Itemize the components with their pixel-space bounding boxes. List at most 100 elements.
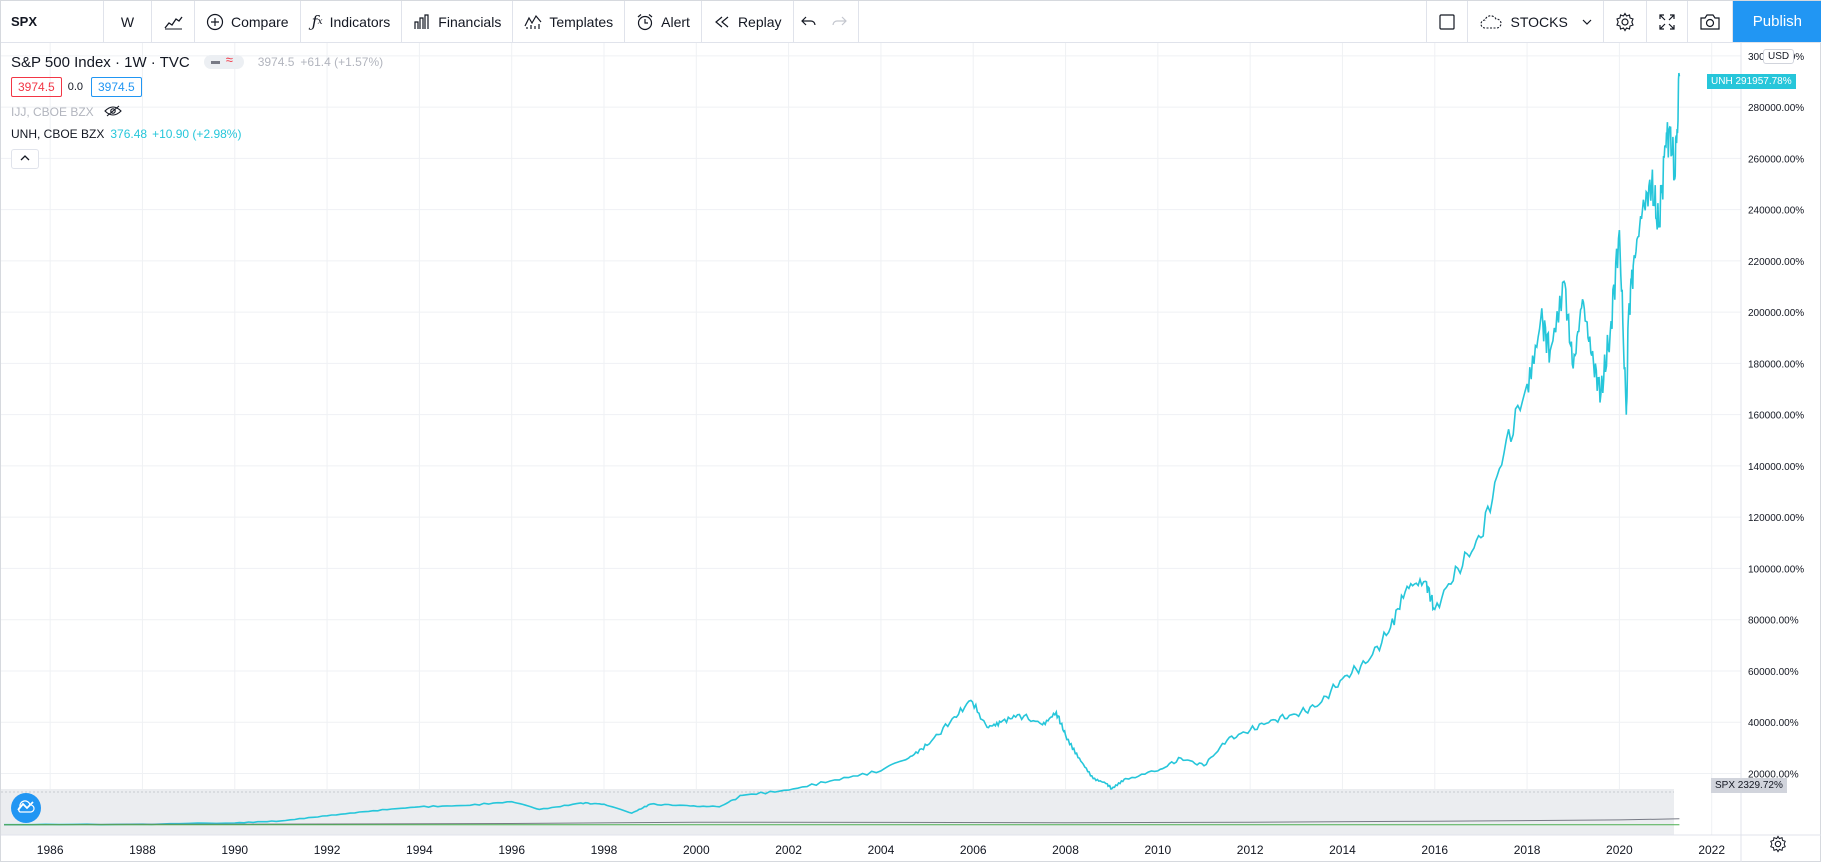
- x-tick-label: 2018: [1514, 843, 1541, 857]
- legend-main-row: S&P 500 Index · 1W · TVC 3974.5 +61.4 (+…: [11, 51, 383, 73]
- y-tick-label: 280000.00%: [1748, 103, 1804, 114]
- symbol-search-button[interactable]: SPX: [1, 1, 104, 42]
- cloud-icon: [1479, 14, 1503, 30]
- snapshot-button[interactable]: [1688, 1, 1733, 42]
- interval-button[interactable]: W: [104, 1, 152, 42]
- chevron-down-icon: [1582, 18, 1592, 26]
- indicators-label: Indicators: [329, 13, 391, 30]
- y-tick-label: 140000.00%: [1748, 462, 1804, 473]
- replay-button[interactable]: Replay: [702, 1, 794, 42]
- spx-last-price-label: SPX 2329.72%: [1711, 778, 1787, 793]
- fullscreen-toggle-button[interactable]: [1426, 1, 1469, 42]
- alert-label: Alert: [661, 13, 690, 30]
- chart-style-icon: [163, 14, 183, 30]
- x-tick-label: 2020: [1606, 843, 1633, 857]
- y-tick-label: 220000.00%: [1748, 257, 1804, 268]
- legend-unh-name[interactable]: UNH, CBOE BZX: [11, 127, 105, 141]
- time-axis[interactable]: 1986 1988 1990 1992 1994 1996 1998 2000 2002 2004…: [37, 843, 1726, 857]
- undo-button[interactable]: [794, 1, 824, 42]
- y-tick-label: 160000.00%: [1748, 411, 1804, 422]
- spread-value: 0.0: [67, 81, 83, 93]
- legend-collapse-button[interactable]: [11, 149, 39, 169]
- templates-label: Templates: [549, 13, 614, 30]
- gear-icon: [1769, 835, 1787, 857]
- compare-button[interactable]: Compare: [195, 1, 301, 42]
- eye-crossed-icon[interactable]: [103, 105, 122, 120]
- plus-circle-icon: [206, 13, 224, 31]
- redo-icon: [830, 15, 848, 29]
- axis-settings-button[interactable]: [1769, 835, 1787, 858]
- volume-pane-area: [1, 789, 1674, 835]
- legend-bid-ask-row: 3974.5 0.0 3974.5: [11, 73, 383, 101]
- alarm-clock-icon: [636, 13, 654, 31]
- x-tick-label: 1994: [406, 843, 433, 857]
- spx-tag: SPX: [1715, 780, 1736, 791]
- chevron-up-icon: [20, 153, 30, 165]
- x-tick-label: 1996: [498, 843, 525, 857]
- legend-status-pill[interactable]: [203, 52, 244, 69]
- financials-label: Financials: [438, 13, 502, 30]
- financials-button[interactable]: Financials: [402, 1, 514, 42]
- compare-label: Compare: [231, 13, 289, 30]
- chart-pane[interactable]: 300000.00%280000.00%260000.00%240000.00%…: [1, 43, 1821, 862]
- series-line-spx[interactable]: [3, 818, 1680, 826]
- x-tick-label: 2012: [1237, 843, 1264, 857]
- x-tick-label: 2010: [1144, 843, 1171, 857]
- series-layer: [3, 72, 1681, 826]
- x-tick-label: 2002: [775, 843, 802, 857]
- redo-button[interactable]: [824, 1, 859, 42]
- watchlist-layout-button[interactable]: STOCKS: [1468, 1, 1604, 42]
- price-chart[interactable]: 300000.00%280000.00%260000.00%240000.00%…: [1, 43, 1821, 862]
- x-tick-label: 2006: [960, 843, 987, 857]
- price-axis[interactable]: 300000.00%280000.00%260000.00%240000.00%…: [1748, 52, 1804, 781]
- sell-price-button[interactable]: 3974.5: [11, 77, 62, 97]
- bar-chart-icon: [413, 13, 431, 30]
- publish-label: Publish: [1752, 13, 1802, 30]
- y-tick-label: 80000.00%: [1748, 616, 1799, 627]
- series-line-unh[interactable]: [4, 72, 1681, 826]
- interval-label: W: [120, 13, 135, 30]
- unh-last-price-label: UNH 291957.78%: [1707, 74, 1796, 89]
- legend-title[interactable]: S&P 500 Index · 1W · TVC: [11, 53, 190, 71]
- currency-badge[interactable]: USD: [1763, 49, 1795, 64]
- x-tick-label: 2022: [1698, 843, 1725, 857]
- square-icon: [1438, 13, 1456, 31]
- x-tick-label: 2004: [868, 843, 895, 857]
- x-tick-label: 1986: [37, 843, 64, 857]
- x-tick-label: 2016: [1421, 843, 1448, 857]
- toolbar-right-group: STOCKS Publish: [1426, 1, 1821, 42]
- x-tick-label: 1998: [591, 843, 618, 857]
- legend-change: +61.4 (+1.57%): [300, 55, 384, 69]
- y-tick-label: 260000.00%: [1748, 154, 1804, 165]
- unh-value: 291957.78%: [1735, 76, 1792, 87]
- chart-style-button[interactable]: [152, 1, 195, 42]
- publish-button[interactable]: Publish: [1732, 1, 1821, 42]
- legend-price: 3974.5: [257, 55, 295, 69]
- y-tick-label: 40000.00%: [1748, 718, 1799, 729]
- templates-icon: [524, 14, 542, 30]
- y-tick-label: 100000.00%: [1748, 564, 1804, 575]
- y-tick-label: 180000.00%: [1748, 359, 1804, 370]
- legend-unh-price: 376.48: [110, 127, 148, 141]
- legend-ijj-name[interactable]: IJJ, CBOE BZX: [11, 105, 94, 119]
- x-tick-label: 1988: [129, 843, 156, 857]
- settings-button[interactable]: [1604, 1, 1647, 42]
- chart-legend: S&P 500 Index · 1W · TVC 3974.5 +61.4 (+…: [11, 51, 383, 169]
- legend-ijj-row: IJJ, CBOE BZX: [11, 101, 383, 123]
- tradingview-logo[interactable]: [11, 793, 41, 823]
- cloud-logo-icon: [16, 799, 36, 818]
- expand-button[interactable]: [1647, 1, 1688, 42]
- x-tick-label: 1992: [314, 843, 341, 857]
- unh-tag: UNH: [1711, 76, 1733, 87]
- templates-button[interactable]: Templates: [513, 1, 626, 42]
- y-tick-label: 200000.00%: [1748, 308, 1804, 319]
- undo-icon: [800, 15, 818, 29]
- alert-button[interactable]: Alert: [625, 1, 702, 42]
- watchlist-label: STOCKS: [1510, 13, 1568, 30]
- buy-price-button[interactable]: 3974.5: [91, 77, 142, 97]
- legend-unh-change: +10.90 (+2.98%): [152, 127, 242, 141]
